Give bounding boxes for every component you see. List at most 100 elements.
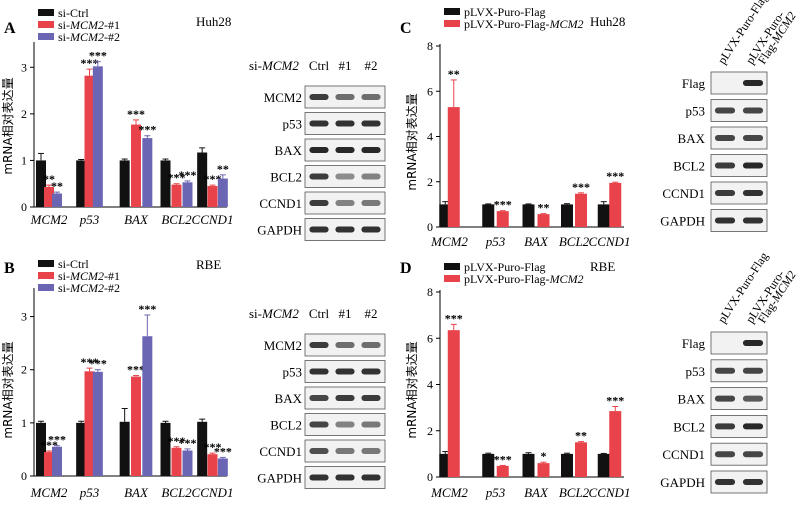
blot-box (710, 359, 768, 383)
bar (207, 454, 218, 476)
blot-band (335, 200, 355, 206)
bar (217, 458, 228, 476)
bar (142, 138, 153, 207)
bar (217, 178, 228, 207)
panel-title-B: RBE (196, 257, 221, 272)
legend-label-part: MCM2 (549, 17, 584, 31)
blot-band (309, 226, 329, 233)
blot-box (710, 99, 768, 122)
blot-box (710, 209, 768, 232)
blot-band (361, 368, 381, 375)
blot-protein-label: CCND1 (259, 196, 302, 211)
bar (482, 453, 495, 477)
blot-band (335, 474, 355, 481)
bar (182, 182, 193, 207)
legend-swatch (38, 272, 54, 279)
y-tick-label: 3 (21, 60, 27, 74)
legend-label-part: MCM2 (69, 30, 104, 44)
y-tick-label: 8 (427, 39, 433, 53)
bar (160, 422, 171, 476)
blot-band (335, 342, 355, 348)
y-tick-label: 0 (427, 220, 433, 234)
panel-letter-A: A (4, 20, 16, 37)
significance-label: ** (575, 429, 587, 443)
category-label: BCL2 (161, 485, 192, 500)
category-label: p53 (485, 234, 506, 249)
legend-label-part: si- (58, 18, 70, 32)
y-axis-label-A: mRNA相对表达量 (1, 77, 15, 174)
blot-band (309, 395, 329, 401)
legend-label-part: -#2 (104, 30, 120, 44)
blot-band (309, 342, 329, 348)
blot-band (361, 474, 381, 481)
significance-label: *** (445, 311, 463, 325)
blot-lane-label: #2 (365, 58, 378, 73)
legend-label-part: MCM2 (69, 269, 104, 283)
blot-band (335, 147, 355, 153)
bar (119, 160, 130, 207)
legend-label-part: pLVX-Puro-Flag- (464, 272, 550, 286)
blot-protein-label: BCL2 (673, 419, 705, 434)
blot-band (309, 474, 329, 481)
legend-label: pLVX-Puro-Flag (464, 5, 546, 19)
blot-header-part: si- (249, 58, 262, 73)
bar (131, 376, 141, 476)
blot-box (710, 470, 768, 494)
y-tick-label: 8 (427, 285, 433, 299)
legend-label-part: -#1 (104, 269, 120, 283)
blot-protein-label: GAPDH (660, 475, 705, 490)
legend-label-part: -#1 (104, 18, 120, 32)
bar (84, 371, 95, 476)
bar (84, 75, 95, 207)
blot-lane-label: Ctrl (309, 306, 330, 321)
blot-header-part: si- (249, 306, 262, 321)
category-label: p53 (79, 212, 100, 227)
legend-label-part: pLVX-Puro-Flag (464, 5, 546, 19)
y-tick-label: 2 (427, 424, 433, 438)
blot-box (710, 71, 768, 95)
category-label: CCND1 (589, 485, 631, 500)
blot-band (309, 173, 329, 180)
significance-label: *** (214, 444, 232, 458)
blot-box (710, 331, 768, 355)
y-tick-label: 6 (427, 84, 433, 98)
blot-protein-label: MCM2 (264, 90, 302, 105)
blot-protein-label: BAX (678, 131, 706, 146)
significance-label: *** (81, 355, 99, 369)
blot-protein-label: CCND1 (662, 186, 705, 201)
significance-label: *** (89, 357, 107, 371)
significance-label: *** (127, 107, 145, 121)
legend-label: pLVX-Puro-Flag-MCM2 (464, 272, 584, 286)
significance-label: *** (138, 302, 156, 316)
legend-label-part: si-Ctrl (58, 6, 89, 20)
significance-label: *** (572, 180, 590, 194)
blot-band (742, 340, 764, 346)
category-label: BAX (524, 485, 549, 500)
bar (496, 465, 509, 477)
category-label: MCM2 (30, 212, 68, 227)
legend-label: si-MCM2-#2 (58, 30, 120, 44)
significance-label: ** (448, 67, 460, 81)
legend-label: si-Ctrl (58, 257, 89, 271)
bar (160, 160, 171, 207)
category-label: p53 (79, 485, 100, 500)
significance-label: ** (538, 201, 550, 215)
significance-label: * (541, 449, 547, 463)
bar (171, 184, 182, 207)
bar (142, 336, 153, 476)
blot-band (361, 94, 381, 100)
legend-label-part: pLVX-Puro-Flag (464, 260, 546, 274)
blot-band (742, 423, 764, 430)
significance-label: ** (51, 179, 63, 193)
significance-label: *** (127, 363, 145, 377)
blot-protein-label: Flag (682, 76, 706, 91)
category-label: CCND1 (192, 212, 234, 227)
legend-swatch (38, 260, 54, 267)
legend-swatch (444, 275, 460, 282)
blot-band (361, 448, 381, 454)
y-tick-label: 2 (21, 363, 27, 377)
category-label: MCM2 (430, 485, 468, 500)
significance-label: *** (494, 198, 512, 212)
bar (609, 182, 622, 227)
bar (131, 124, 141, 207)
